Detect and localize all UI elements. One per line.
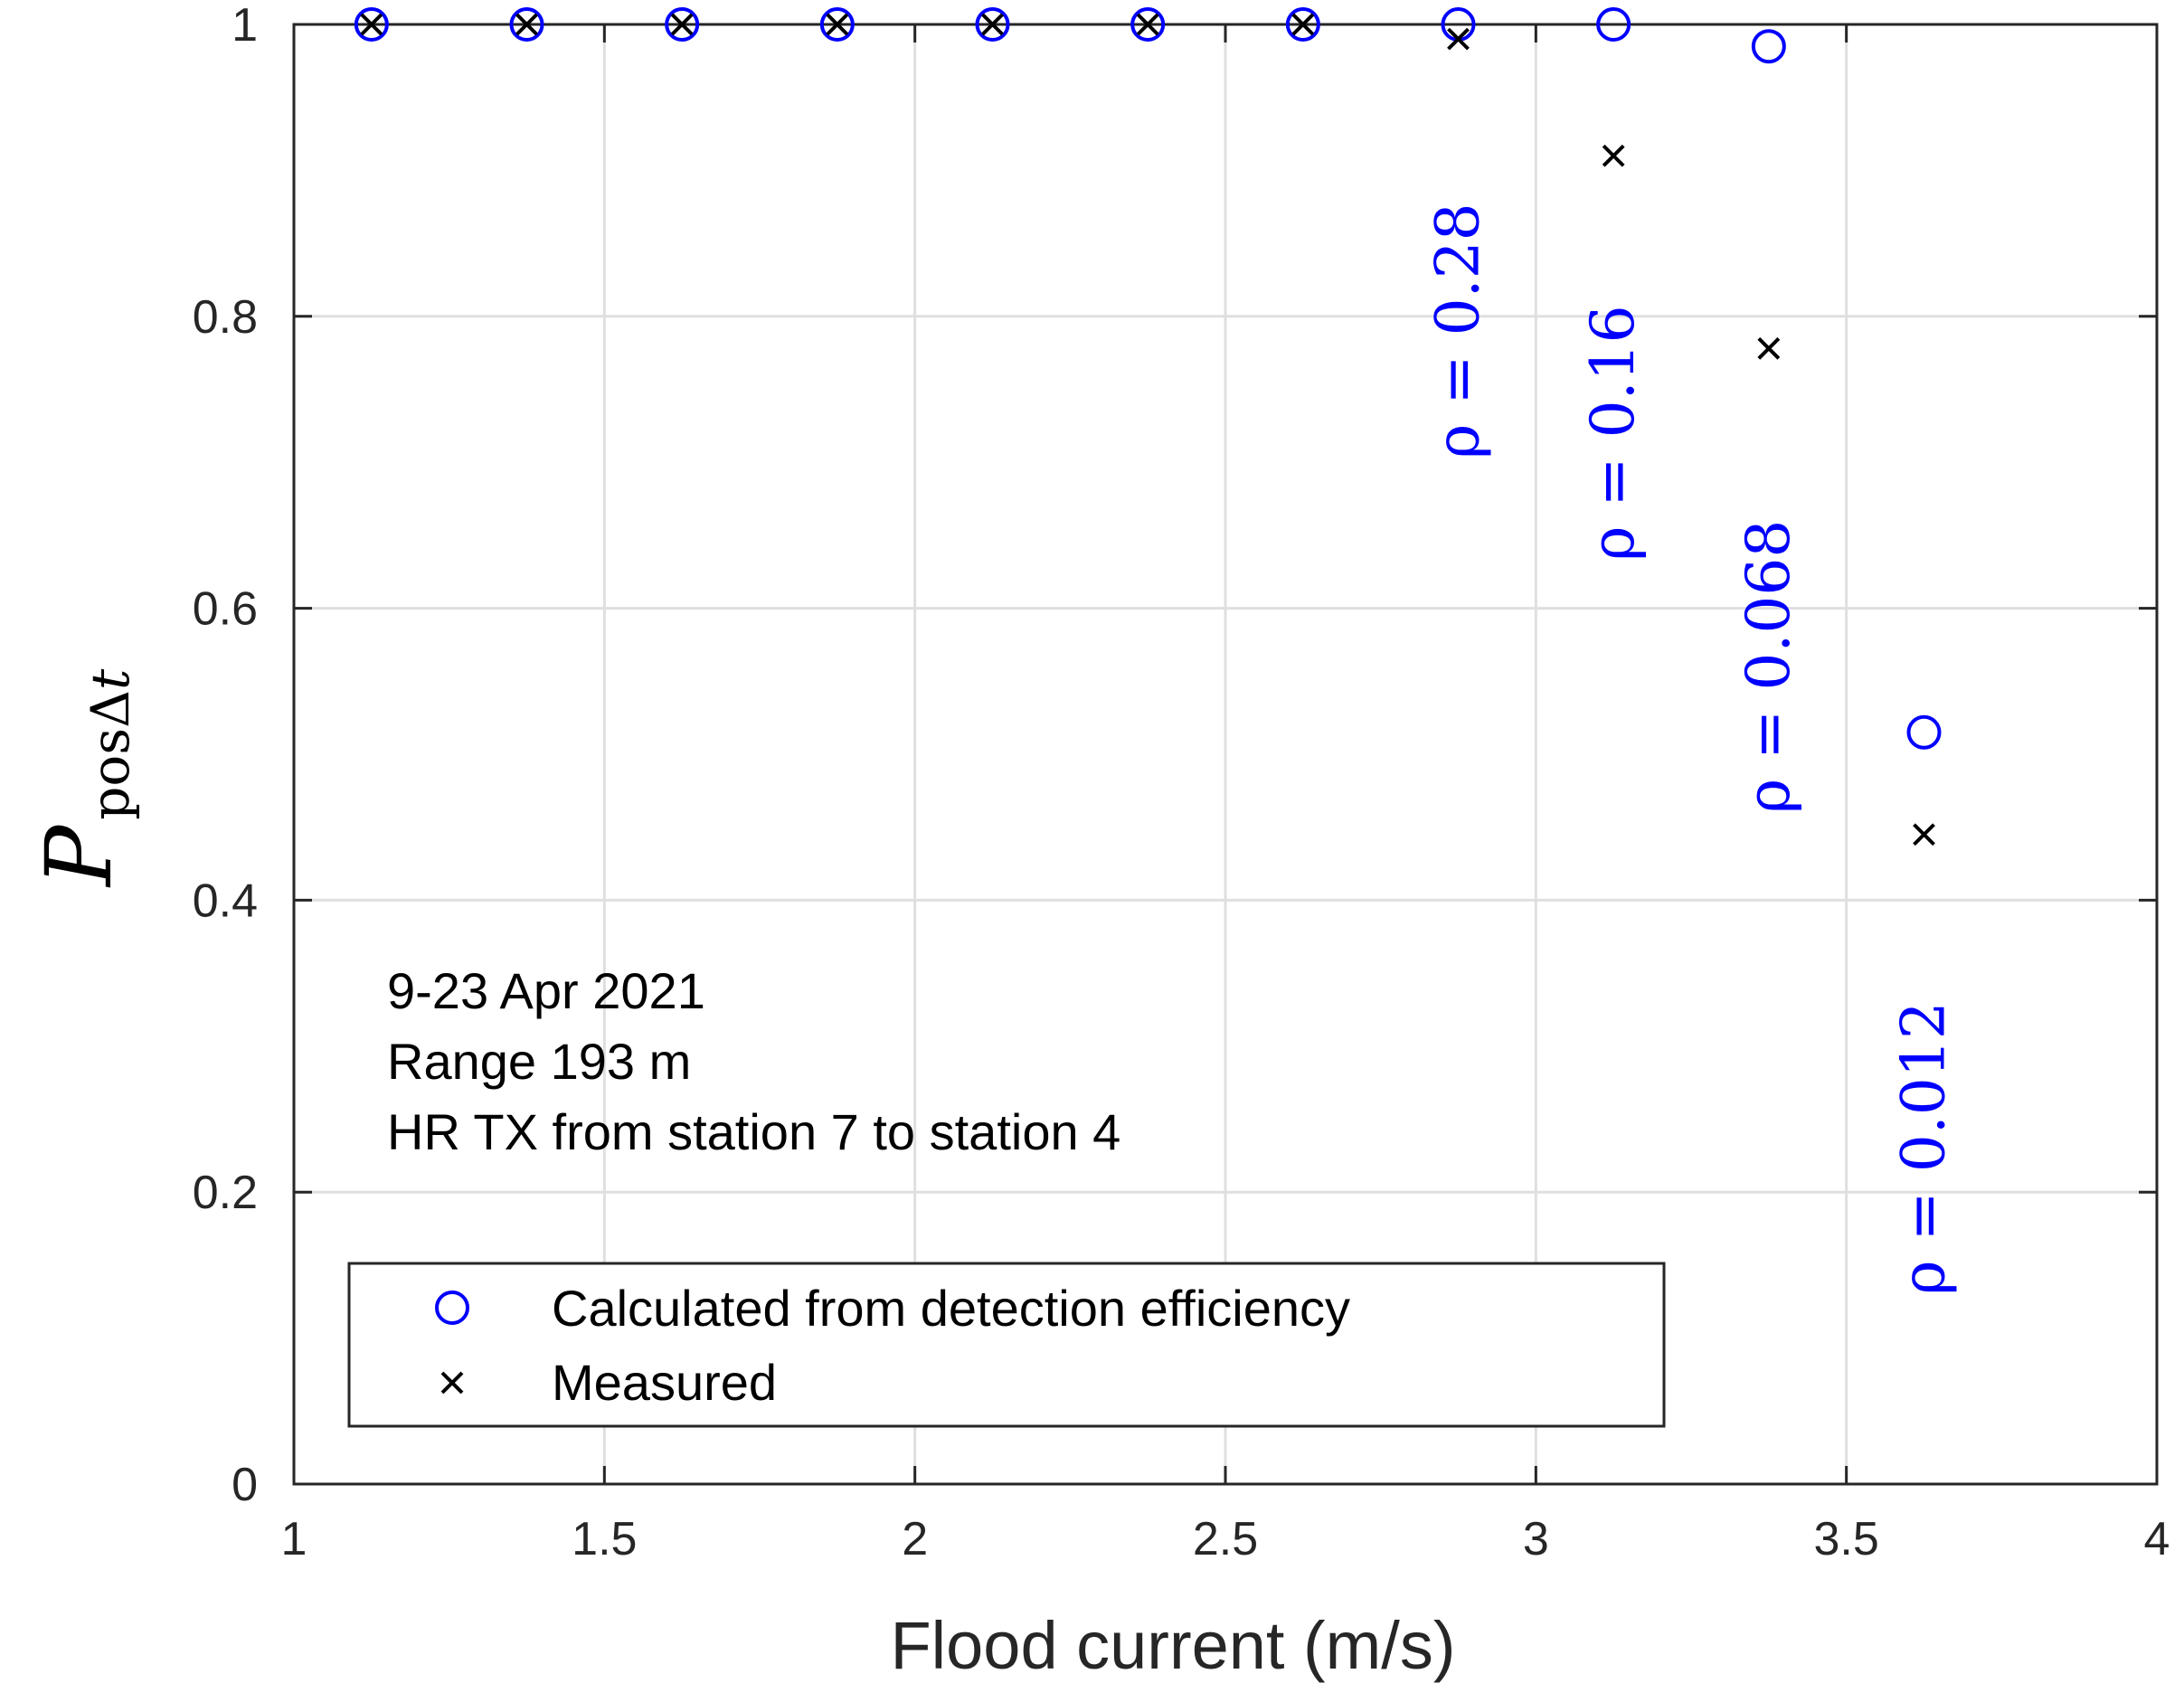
y-tick-label: 1 bbox=[232, 0, 258, 52]
legend-x-marker bbox=[440, 1371, 464, 1395]
y-tick-label: 0 bbox=[232, 1459, 258, 1511]
rho-annotation: ρ = 0.16 bbox=[1578, 305, 1648, 561]
measured-point bbox=[670, 13, 694, 36]
rho-annotation: ρ = 0.012 bbox=[1889, 1001, 1959, 1295]
measured-point bbox=[1291, 13, 1315, 36]
y-tick-label: 0.4 bbox=[193, 875, 258, 927]
grid bbox=[294, 24, 2157, 1484]
legend-entry-calculated: Calculated from detection efficiency bbox=[552, 1280, 1350, 1337]
calculated-point bbox=[509, 7, 544, 42]
rho-annotation: ρ = 0.28 bbox=[1423, 203, 1493, 459]
measured-point bbox=[1757, 336, 1781, 360]
legend-entry-measured: Measured bbox=[552, 1354, 777, 1411]
x-tick-label: 3.5 bbox=[1814, 1513, 1879, 1565]
y-tick-label: 0.8 bbox=[193, 291, 258, 344]
legend: Calculated from detection efficiency Mea… bbox=[347, 1262, 1666, 1428]
y-axis-title-sub-italic: t bbox=[80, 668, 141, 690]
measured-point bbox=[360, 13, 383, 36]
calculated-point bbox=[975, 7, 1010, 42]
x-tick-label: 3 bbox=[1523, 1513, 1549, 1565]
calculated-point bbox=[1751, 29, 1786, 64]
measured-point bbox=[1913, 823, 1935, 846]
calculated-point bbox=[665, 7, 700, 42]
annotation-date: 9-23 Apr 2021 bbox=[387, 962, 705, 1019]
calculated-point bbox=[354, 7, 389, 42]
info-annotation: 9-23 Apr 2021 Range 193 m HR TX from sta… bbox=[387, 962, 1120, 1160]
y-tick-labels: 0 0.2 0.4 0.6 0.8 1 bbox=[193, 0, 258, 1511]
calculated-point bbox=[819, 7, 855, 42]
calculated-point bbox=[1285, 7, 1320, 42]
y-tick-label: 0.2 bbox=[193, 1167, 258, 1219]
measured-point bbox=[1602, 144, 1625, 167]
x-tick-label: 4 bbox=[2144, 1513, 2170, 1565]
legend-box bbox=[347, 1262, 1666, 1428]
y-axis-title: PposΔt bbox=[26, 668, 141, 888]
measured-point bbox=[1136, 13, 1159, 36]
measured-point bbox=[826, 13, 849, 36]
calculated-point bbox=[1596, 7, 1631, 42]
x-tick-label: 2 bbox=[902, 1513, 928, 1565]
data-markers bbox=[354, 7, 1942, 846]
legend-circle-marker bbox=[435, 1291, 469, 1325]
annotation-transmission: HR TX from station 7 to station 4 bbox=[387, 1103, 1120, 1160]
x-tick-label: 1.5 bbox=[572, 1513, 637, 1565]
annotation-range: Range 193 m bbox=[387, 1033, 691, 1090]
measured-point bbox=[515, 13, 538, 36]
x-tick-label: 2.5 bbox=[1193, 1513, 1258, 1565]
rho-annotation: ρ = 0.068 bbox=[1734, 520, 1803, 814]
x-tick-label: 1 bbox=[281, 1513, 307, 1565]
plot-frame bbox=[292, 23, 2159, 1486]
measured-point bbox=[1447, 27, 1470, 51]
x-tick-labels: 1 1.5 2 2.5 3 3.5 4 bbox=[281, 1513, 2170, 1565]
rho-annotations: ρ = 0.28 ρ = 0.16 ρ = 0.068 ρ = 0.012 bbox=[1423, 203, 1959, 1295]
x-axis-title: Flood current (m/s) bbox=[890, 1608, 1455, 1683]
y-axis-title-main: P bbox=[26, 824, 132, 888]
calculated-point bbox=[1130, 7, 1166, 42]
measured-point bbox=[981, 13, 1004, 36]
y-axis-title-sub: posΔ bbox=[80, 690, 141, 820]
calculated-point bbox=[1906, 714, 1942, 750]
y-tick-label: 0.6 bbox=[193, 583, 258, 636]
